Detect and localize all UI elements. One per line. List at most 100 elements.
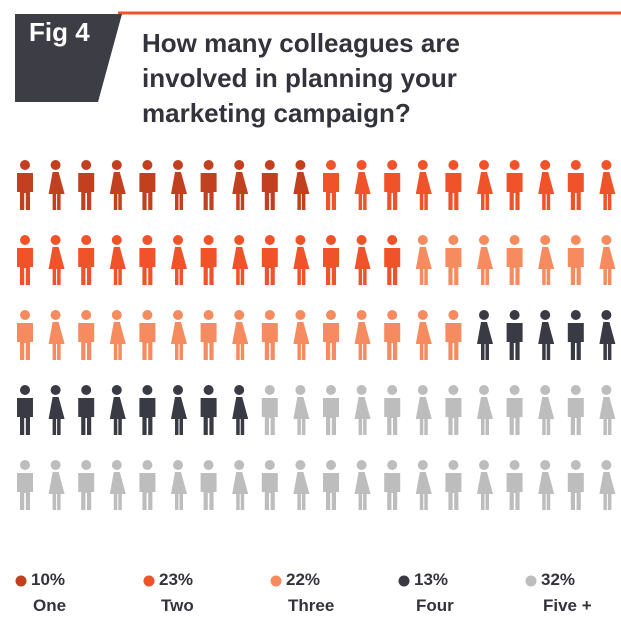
icon-body xyxy=(293,322,310,360)
icon-head xyxy=(387,235,398,245)
icon-body xyxy=(109,172,126,210)
person-icon xyxy=(323,310,339,360)
icon-head xyxy=(417,460,428,470)
icon-head xyxy=(448,385,459,395)
icon-body xyxy=(477,397,493,435)
icon-body xyxy=(78,398,95,435)
icon-head xyxy=(234,460,245,470)
icon-head xyxy=(356,160,367,170)
person-icon xyxy=(109,160,126,210)
icon-body xyxy=(200,473,217,510)
person-icon xyxy=(261,235,278,285)
icon-head xyxy=(81,235,92,245)
icon-body xyxy=(323,473,339,510)
icon-body xyxy=(354,397,371,435)
icon-head xyxy=(387,310,398,320)
person-icon xyxy=(323,160,339,210)
icon-head xyxy=(509,460,520,470)
person-icon xyxy=(293,310,310,360)
icon-head xyxy=(448,310,459,320)
icon-body xyxy=(200,398,217,435)
person-icon xyxy=(567,310,584,360)
person-icon xyxy=(232,310,249,360)
icon-head xyxy=(203,160,214,170)
icon-body xyxy=(293,172,310,210)
icon-body xyxy=(445,173,462,210)
person-icon xyxy=(354,385,371,435)
person-icon xyxy=(48,460,65,510)
icon-body xyxy=(538,397,555,435)
legend-value: 22% xyxy=(286,570,321,589)
icon-head xyxy=(20,460,30,470)
icon-body xyxy=(506,398,523,435)
fig-badge xyxy=(15,14,122,102)
icon-body xyxy=(139,173,156,210)
icon-body xyxy=(599,172,616,210)
person-icon xyxy=(567,460,584,510)
icon-body xyxy=(538,172,555,210)
icon-body xyxy=(232,172,249,210)
icon-head xyxy=(20,385,30,395)
person-icon xyxy=(384,235,401,285)
person-icon xyxy=(171,385,187,435)
person-icon xyxy=(171,160,187,210)
person-icon xyxy=(109,310,126,360)
icon-body xyxy=(354,322,371,360)
icon-body xyxy=(17,248,33,285)
person-icon xyxy=(599,160,616,210)
person-icon xyxy=(293,235,310,285)
icon-head xyxy=(601,235,612,245)
legend-label: Four xyxy=(416,596,454,615)
icon-head xyxy=(234,235,245,245)
icon-head xyxy=(234,310,245,320)
icon-head xyxy=(111,310,122,320)
person-icon xyxy=(78,160,95,210)
icon-head xyxy=(203,235,214,245)
icon-head xyxy=(326,385,336,395)
legend-swatch xyxy=(398,575,410,587)
icon-body xyxy=(415,397,432,435)
person-icon xyxy=(506,460,523,510)
icon-body xyxy=(17,473,33,510)
person-icon xyxy=(17,460,33,510)
person-icon xyxy=(139,310,156,360)
icon-body xyxy=(48,172,65,210)
icon-head xyxy=(479,310,489,320)
icon-head xyxy=(570,160,581,170)
icon-body xyxy=(506,248,523,285)
icon-body xyxy=(567,473,584,510)
person-icon xyxy=(506,385,523,435)
icon-body xyxy=(232,397,249,435)
icon-body xyxy=(139,473,156,510)
icon-body xyxy=(323,323,339,360)
icon-head xyxy=(20,310,30,320)
legend-swatch xyxy=(525,575,537,587)
person-icon xyxy=(261,160,278,210)
person-icon xyxy=(109,235,126,285)
person-icon xyxy=(477,235,493,285)
person-icon xyxy=(538,310,555,360)
icon-head xyxy=(20,160,30,170)
person-icon xyxy=(293,460,310,510)
icon-head xyxy=(540,385,551,395)
icon-head xyxy=(264,385,275,395)
icon-body xyxy=(171,247,187,285)
person-icon xyxy=(232,235,249,285)
legend-value: 13% xyxy=(414,570,449,589)
icon-head xyxy=(295,235,306,245)
person-icon xyxy=(567,385,584,435)
icon-head xyxy=(356,460,367,470)
icon-body xyxy=(109,397,126,435)
person-icon xyxy=(48,385,65,435)
icon-body xyxy=(139,248,156,285)
person-icon xyxy=(384,460,401,510)
person-icon xyxy=(139,160,156,210)
icon-head xyxy=(111,460,122,470)
icon-head xyxy=(173,310,183,320)
icon-head xyxy=(264,160,275,170)
icon-body xyxy=(109,322,126,360)
person-icon xyxy=(445,160,462,210)
icon-head xyxy=(111,160,122,170)
legend-label: Three xyxy=(288,596,335,615)
legend-label: One xyxy=(33,596,67,615)
